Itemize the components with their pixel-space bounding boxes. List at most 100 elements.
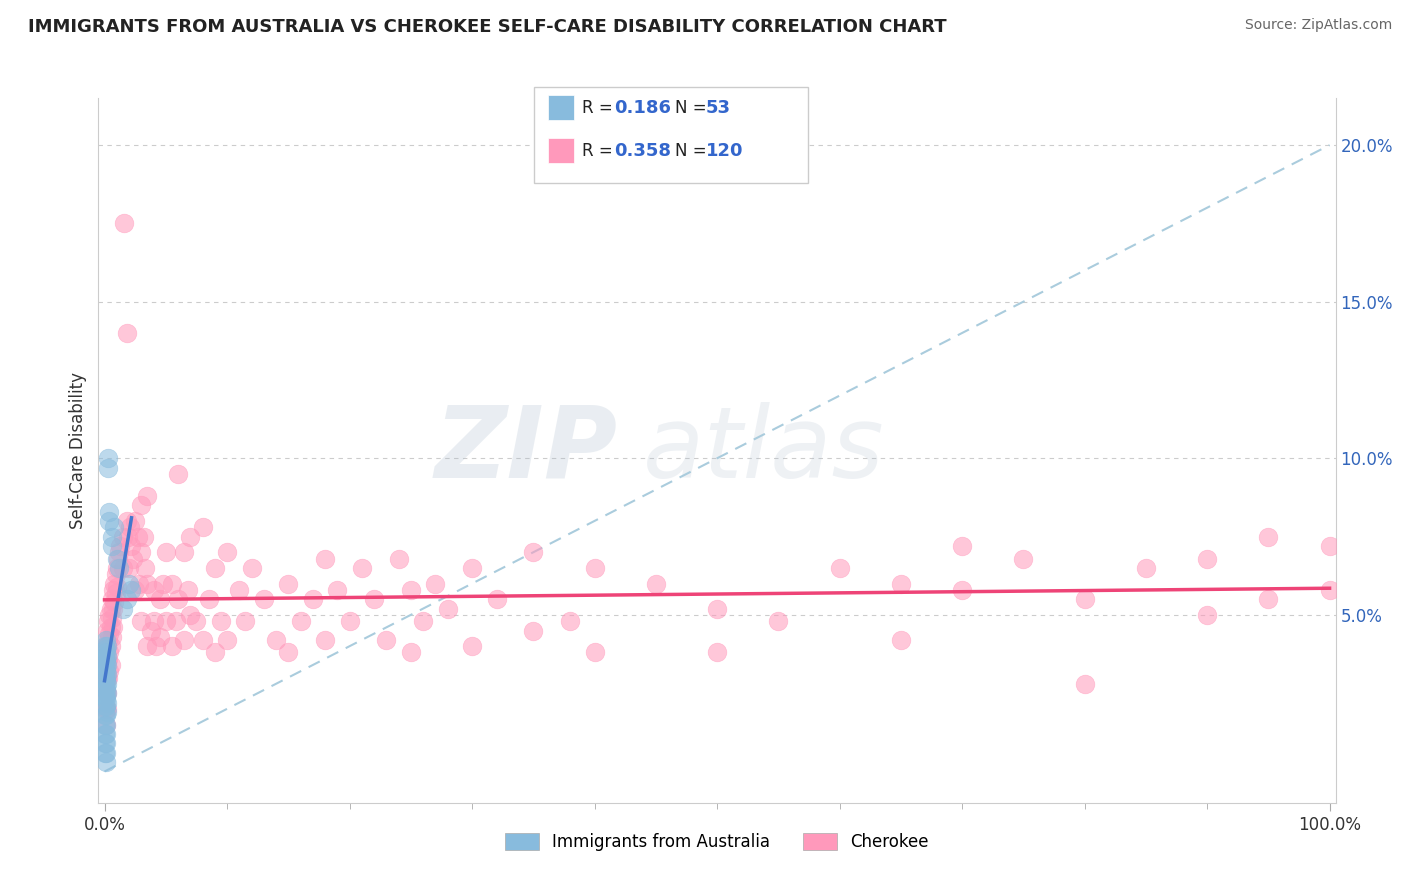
Point [950, 582, 973, 597]
Point [399, 645, 422, 659]
Point [94, 648, 117, 663]
Point [129, 498, 152, 512]
Text: N =: N = [675, 99, 706, 117]
Point [115, 592, 138, 607]
Point [100, 658, 122, 673]
Point [94, 717, 117, 731]
Point [149, 592, 172, 607]
Point [191, 520, 214, 534]
Point [142, 614, 165, 628]
Point [110, 539, 132, 553]
Point [115, 326, 138, 340]
Point [94, 671, 117, 685]
Point [583, 645, 606, 659]
Point [1319, 582, 1341, 597]
Point [98, 665, 121, 679]
Text: N =: N = [675, 142, 706, 160]
Point [97, 632, 120, 647]
Point [94, 698, 117, 713]
Point [228, 582, 250, 597]
Point [375, 632, 398, 647]
Point [97, 460, 120, 475]
Point [98, 607, 121, 622]
Text: 0.358: 0.358 [614, 142, 672, 160]
Point [136, 639, 159, 653]
Point [94, 727, 117, 741]
Point [142, 582, 165, 597]
Legend: Immigrants from Australia, Cherokee: Immigrants from Australia, Cherokee [499, 826, 935, 858]
Point [121, 582, 143, 597]
Point [94, 736, 117, 750]
Point [277, 645, 299, 659]
Point [108, 545, 131, 559]
Point [890, 632, 912, 647]
Point [94, 642, 117, 657]
Text: R =: R = [582, 99, 613, 117]
Point [136, 576, 159, 591]
Text: Source: ZipAtlas.com: Source: ZipAtlas.com [1244, 18, 1392, 32]
Point [94, 658, 117, 673]
Point [461, 639, 484, 653]
Point [179, 607, 201, 622]
Point [177, 582, 200, 597]
Point [96, 648, 118, 663]
Point [94, 639, 117, 653]
Point [387, 551, 409, 566]
Point [173, 545, 195, 559]
Point [94, 708, 117, 723]
Point [155, 545, 177, 559]
Point [436, 601, 458, 615]
Point [132, 530, 155, 544]
Point [94, 727, 117, 741]
Point [706, 601, 728, 615]
Point [425, 576, 447, 591]
Point [98, 626, 121, 640]
Point [485, 592, 508, 607]
Point [97, 614, 120, 628]
Point [412, 614, 434, 628]
Point [97, 651, 120, 665]
Point [160, 576, 183, 591]
Point [94, 686, 117, 700]
Point [107, 551, 129, 566]
Point [103, 520, 125, 534]
Point [124, 514, 146, 528]
Point [117, 530, 139, 544]
Point [94, 639, 117, 653]
Point [120, 520, 142, 534]
Point [94, 661, 117, 675]
Text: 53: 53 [706, 99, 731, 117]
Point [96, 696, 118, 710]
Point [558, 614, 581, 628]
Point [522, 624, 544, 638]
Point [94, 651, 117, 665]
Point [96, 677, 118, 691]
Point [706, 645, 728, 659]
Point [197, 592, 219, 607]
Point [94, 655, 117, 669]
Point [890, 576, 912, 591]
Point [101, 601, 124, 615]
Point [94, 632, 117, 647]
Point [215, 632, 238, 647]
Point [96, 667, 118, 681]
Point [301, 592, 323, 607]
Point [167, 467, 190, 481]
Point [96, 655, 118, 669]
Point [111, 561, 134, 575]
Point [1073, 592, 1095, 607]
Point [1257, 530, 1279, 544]
Point [121, 539, 143, 553]
Point [128, 576, 150, 591]
Point [115, 514, 138, 528]
Point [94, 680, 117, 694]
Point [96, 673, 118, 688]
Point [105, 561, 128, 575]
Point [101, 539, 124, 553]
Point [104, 586, 127, 600]
Text: ZIP: ZIP [434, 402, 619, 499]
Point [101, 611, 124, 625]
Text: atlas: atlas [643, 402, 884, 499]
Point [253, 592, 276, 607]
Point [129, 614, 152, 628]
